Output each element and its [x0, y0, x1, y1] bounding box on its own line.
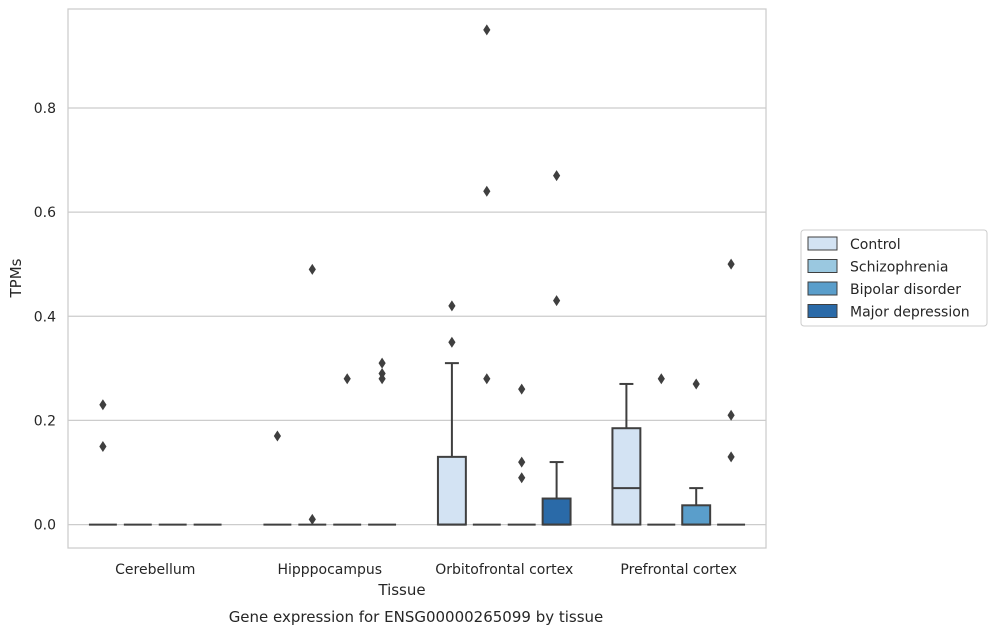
outlier-point	[518, 383, 526, 395]
y-tick-labels: 0.0 0.2 0.4 0.6 0.8	[34, 101, 56, 534]
x-tick-label: Hipppocampus	[277, 562, 382, 578]
y-tick-label: 0.4	[34, 309, 56, 325]
legend-entries: Control Schizophrenia Bipolar disorder Majo…	[807, 236, 970, 321]
outlier-point	[99, 399, 107, 411]
outlier-point	[692, 378, 700, 390]
outlier-point	[308, 263, 316, 275]
legend-item: Control	[807, 236, 901, 253]
outlier-point	[378, 357, 386, 369]
x-tick-labels: Cerebellum Hipppocampus Orbitofrontal cort…	[115, 562, 737, 578]
plot-frame	[67, 8, 767, 549]
legend-label: Bipolar disorder	[850, 282, 961, 298]
outlier-point	[483, 185, 491, 197]
legend-swatch	[807, 304, 838, 318]
outlier-point	[657, 373, 665, 385]
box-plot-group	[681, 487, 712, 526]
outlier-point	[308, 513, 316, 525]
y-tick-label: 0.6	[34, 205, 56, 221]
legend-swatch	[807, 259, 838, 273]
legend-swatch	[807, 236, 838, 251]
y-tick-label: 0.0	[34, 518, 56, 534]
box-plot-group	[541, 461, 572, 526]
x-axis-title: Tissue	[377, 581, 425, 599]
outlier-point	[448, 300, 456, 312]
box-rect	[436, 455, 467, 526]
legend-label: Major depression	[850, 305, 970, 321]
outlier-point	[273, 430, 281, 442]
outlier-point	[553, 170, 561, 182]
outlier-point	[99, 440, 107, 452]
y-tick-label: 0.2	[34, 413, 56, 429]
box-plot-group	[611, 382, 642, 526]
box-rect	[541, 497, 572, 526]
chart-caption: Gene expression for ENSG00000265099 by t…	[229, 608, 604, 626]
boxes-layer	[88, 362, 746, 526]
outlier-point	[518, 456, 526, 468]
box-plot-group	[436, 362, 467, 526]
plot-background	[68, 9, 766, 548]
legend-label: Control	[850, 237, 901, 253]
legend-swatch	[807, 281, 838, 296]
legend-frame	[800, 229, 988, 327]
y-tick-label: 0.8	[34, 101, 56, 117]
outlier-point	[483, 24, 491, 36]
outlier-point	[483, 373, 491, 385]
outlier-point	[727, 451, 735, 463]
outlier-point	[518, 472, 526, 484]
outlier-point	[553, 295, 561, 307]
outlier-point	[727, 258, 735, 270]
x-tick-label: Cerebellum	[115, 562, 195, 578]
outlier-point	[727, 409, 735, 421]
y-axis-title: TPMs	[7, 258, 25, 298]
outlier-point	[343, 373, 351, 385]
legend: Control Schizophrenia Bipolar disorder Majo…	[800, 229, 988, 327]
box-rect	[681, 504, 712, 526]
outlier-point	[378, 373, 386, 385]
legend-item: Schizophrenia	[807, 259, 948, 276]
legend-label: Schizophrenia	[850, 260, 948, 276]
outliers-layer	[99, 24, 735, 525]
legend-item: Major depression	[807, 304, 970, 321]
x-tick-label: Orbitofrontal cortex	[435, 562, 573, 578]
box-rect	[611, 427, 642, 526]
x-tick-label: Prefrontal cortex	[620, 562, 737, 578]
outlier-point	[448, 336, 456, 348]
legend-item: Bipolar disorder	[807, 281, 961, 298]
